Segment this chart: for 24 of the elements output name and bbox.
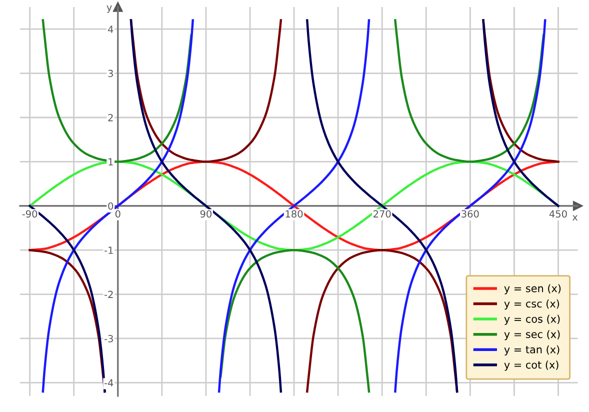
y-tick-label: 0 bbox=[108, 202, 114, 210]
x-tick-label: 360 bbox=[462, 210, 479, 218]
y-tick-label: -2 bbox=[104, 290, 113, 298]
legend-label: y = sec (x) bbox=[504, 330, 560, 340]
y-tick-label: -1 bbox=[104, 246, 113, 254]
legend-label: y = csc (x) bbox=[504, 299, 560, 310]
y-axis-title: y bbox=[106, 6, 112, 13]
y-tick-label: -3 bbox=[104, 334, 113, 342]
x-tick-label: 90 bbox=[200, 210, 212, 218]
x-tick-label: 270 bbox=[374, 210, 391, 218]
legend-label: y = cot (x) bbox=[504, 360, 558, 371]
legend-label: y = cos (x) bbox=[504, 314, 560, 325]
legend-label: y = tan (x) bbox=[504, 345, 560, 356]
x-tick-label: 0 bbox=[115, 210, 120, 218]
y-tick-label: 2 bbox=[108, 114, 113, 122]
x-tick-label: -90 bbox=[22, 210, 38, 218]
x-tick-label: 180 bbox=[286, 210, 303, 218]
y-tick-label: 3 bbox=[108, 70, 113, 78]
y-tick-label: 1 bbox=[108, 158, 113, 166]
y-tick-label: 4 bbox=[108, 26, 114, 33]
legend-label: y = sen (x) bbox=[504, 284, 561, 294]
x-tick-label: 450 bbox=[549, 210, 567, 218]
x-axis-title: x bbox=[572, 215, 578, 221]
y-tick-label: -4 bbox=[104, 379, 114, 386]
